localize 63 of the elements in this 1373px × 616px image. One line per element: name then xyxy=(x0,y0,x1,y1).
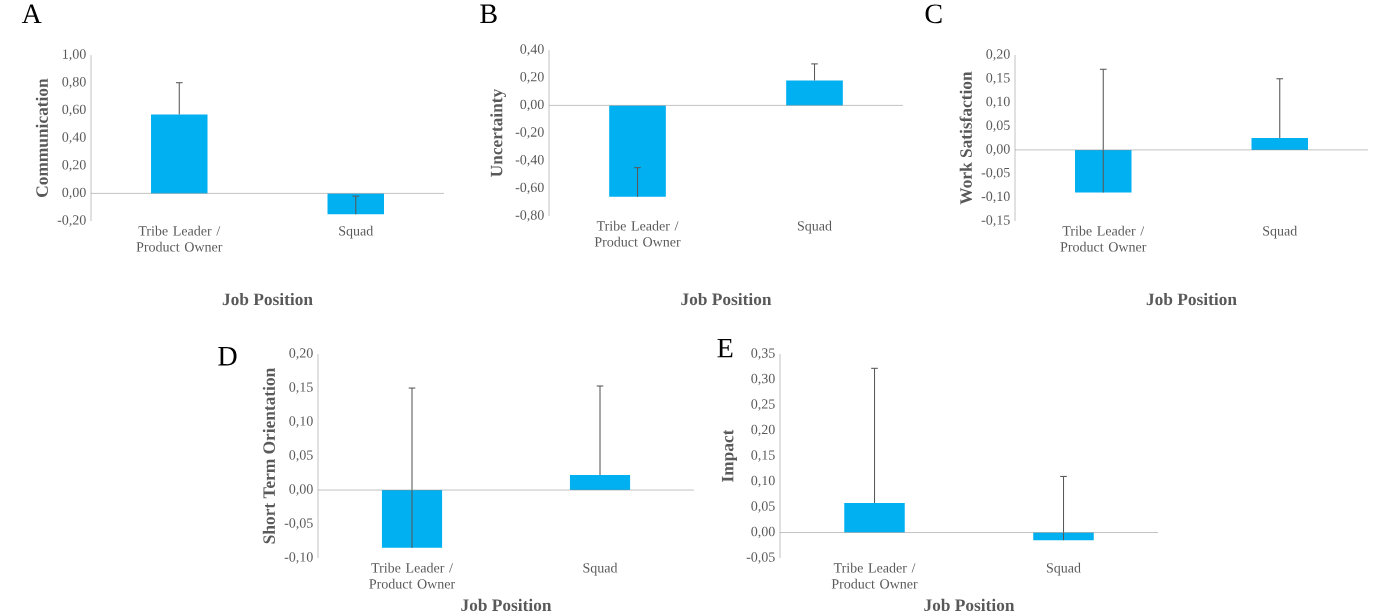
x-axis-title: Job Position xyxy=(924,599,1015,612)
x-tick-label: Tribe Leader / Product Owner xyxy=(1060,226,1147,252)
y-tick-label: -0,05 xyxy=(284,518,313,531)
x-axis-title: Job Position xyxy=(222,293,313,306)
y-tick-label: 0,00 xyxy=(62,187,86,200)
y-tick-label: 0,05 xyxy=(986,120,1010,133)
y-tick-label: 0,20 xyxy=(62,160,86,172)
y-tick-label: 0,35 xyxy=(751,348,775,361)
y-tick-label: 0,00 xyxy=(520,99,544,112)
x-tick-label: Squad xyxy=(583,563,618,576)
y-tick-label: 0,10 xyxy=(751,476,775,488)
y-tick-label: -0,15 xyxy=(981,215,1010,228)
y-axis-title: Work Satisfaction xyxy=(959,71,972,205)
y-tick-label: -0,10 xyxy=(284,552,313,565)
y-axis-title: Uncertainty xyxy=(490,89,506,178)
y-tick-label: 0,30 xyxy=(751,374,775,386)
y-tick-label: 0,00 xyxy=(986,144,1010,156)
y-tick-label: -0,20 xyxy=(57,215,86,228)
chart-title: E xyxy=(717,339,733,358)
y-axis-title: Impact xyxy=(721,429,737,483)
y-axis-title: Short Term Orientation xyxy=(262,368,275,544)
x-tick-label: Squad xyxy=(1263,226,1298,239)
y-tick-label: 0,80 xyxy=(62,77,86,89)
y-tick-label: 0,10 xyxy=(289,416,313,429)
y-tick-label: 0,15 xyxy=(751,450,775,463)
y-tick-label: -0,10 xyxy=(981,191,1010,204)
y-axis-title: Communication xyxy=(35,78,48,198)
chart-title: B xyxy=(480,4,497,24)
y-tick-label: -0,40 xyxy=(515,155,544,167)
x-axis-title: Job Position xyxy=(681,293,772,306)
x-tick-label: Squad xyxy=(797,221,832,234)
y-tick-label: 0,10 xyxy=(986,97,1010,109)
y-tick-label: 0,20 xyxy=(520,72,544,84)
x-axis-title: Job Position xyxy=(1146,293,1237,306)
y-tick-label: -0,20 xyxy=(515,127,544,140)
y-tick-label: 0,05 xyxy=(289,450,313,463)
y-tick-label: 0,00 xyxy=(751,527,775,539)
chart-title: D xyxy=(218,347,237,366)
y-tick-label: 0,20 xyxy=(986,49,1010,62)
y-tick-label: 0,00 xyxy=(289,484,313,497)
x-tick-label: Tribe Leader / Product Owner xyxy=(594,221,681,247)
x-tick-label: Squad xyxy=(1046,563,1081,576)
x-tick-label: Tribe Leader / Product Owner xyxy=(369,563,456,589)
x-axis-title: Job Position xyxy=(461,599,552,612)
chart-title: C xyxy=(925,4,942,24)
y-tick-label: 0,40 xyxy=(520,44,544,57)
y-tick-label: -0,05 xyxy=(746,552,775,565)
y-tick-label: 0,05 xyxy=(751,501,775,514)
x-tick-label: Squad xyxy=(339,226,374,239)
y-tick-label: 0,15 xyxy=(289,382,313,395)
chart-title: A xyxy=(21,4,42,24)
y-tick-label: 0,60 xyxy=(62,104,86,117)
y-tick-label: 0,40 xyxy=(62,132,86,145)
y-tick-label: -0,05 xyxy=(981,168,1010,180)
y-tick-label: 0,20 xyxy=(289,348,313,361)
y-tick-label: -0,60 xyxy=(515,182,544,195)
x-tick-label: Tribe Leader / Product Owner xyxy=(831,563,918,589)
y-tick-label: 0,15 xyxy=(986,73,1010,85)
y-tick-label: -0,80 xyxy=(515,210,544,223)
x-tick-label: Tribe Leader / Product Owner xyxy=(136,226,223,252)
y-tick-label: 0,25 xyxy=(751,399,775,412)
y-tick-label: 0,20 xyxy=(751,425,775,437)
y-tick-label: 1,00 xyxy=(63,49,86,62)
